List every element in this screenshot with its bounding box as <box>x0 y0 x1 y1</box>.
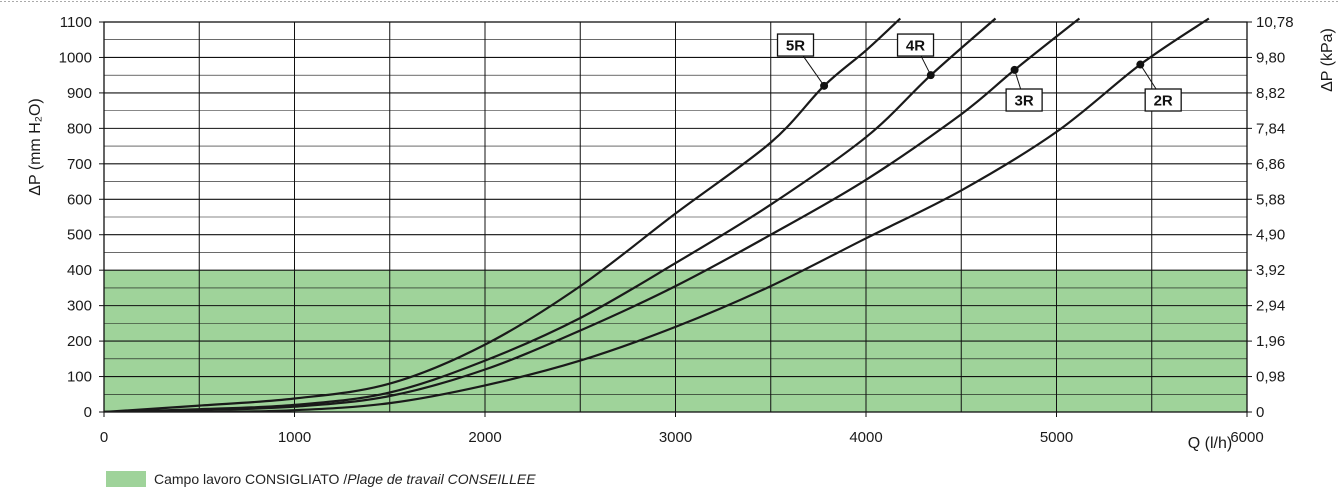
series-label-3R: 3R <box>1015 93 1034 110</box>
series-line-3R <box>103 17 1081 412</box>
grid <box>104 22 1247 412</box>
y2-tick-label: 2,94 <box>1256 298 1285 315</box>
y-tick-label: 900 <box>67 85 92 102</box>
y2-tick-label: 10,78 <box>1256 14 1294 31</box>
x-tick-label: 1000 <box>278 429 311 446</box>
y2-tick-label: 9,80 <box>1256 49 1285 66</box>
series-label-box-2R <box>1144 88 1182 112</box>
y-tick-label: 500 <box>67 227 92 244</box>
y-tick-label: 0 <box>84 404 92 421</box>
y2-tick-label: 1,96 <box>1256 333 1285 350</box>
series-marker-4R <box>926 71 935 80</box>
y2-axis-ticks: 0 0,98 1,96 2,94 3,92 4,90 5,88 6,86 7,84 8,82 9,8… <box>1247 14 1294 421</box>
x-tick-label: 0 <box>100 429 108 446</box>
x-tick-label: 2000 <box>468 429 501 446</box>
legend-swatch <box>106 471 146 487</box>
series-label-box-5R <box>776 33 815 57</box>
series-label-5R: 5R <box>786 38 805 55</box>
series-marker-5R <box>820 81 829 90</box>
y2-tick-label: 0,98 <box>1256 369 1285 386</box>
y-axis-ticks: 0 100 200 300 400 500 600 700 800 900 1000 1100 <box>59 14 104 421</box>
y-axis-title: ΔP (mm H₂O) <box>27 98 44 195</box>
y2-tick-label: 3,92 <box>1256 262 1285 279</box>
y-tick-label: 600 <box>67 191 92 208</box>
series-label-2R: 2R <box>1154 93 1173 110</box>
y2-tick-label: 4,90 <box>1256 227 1285 244</box>
series-marker-2R <box>1136 60 1145 69</box>
x-tick-label: 4000 <box>849 429 882 446</box>
y-tick-label: 100 <box>67 369 92 386</box>
x-axis-title: Q (l/h) <box>1188 435 1232 452</box>
legend-text-italic: Plage de travail CONSEILLEE <box>347 471 536 487</box>
y2-axis-title: ΔP (kPa) <box>1319 28 1336 92</box>
y2-tick-label: 7,84 <box>1256 120 1285 137</box>
series-label-box-4R <box>896 33 935 57</box>
y-tick-label: 1000 <box>59 49 92 66</box>
y-tick-label: 400 <box>67 262 92 279</box>
y-tick-label: 300 <box>67 298 92 315</box>
y2-tick-label: 0 <box>1256 404 1264 421</box>
legend: Campo lavoro CONSIGLIATO / Plage de trav… <box>106 471 536 487</box>
series-marker-3R <box>1010 65 1019 74</box>
y2-tick-label: 6,86 <box>1256 156 1285 173</box>
y2-tick-label: 8,82 <box>1256 85 1285 102</box>
y-tick-label: 1100 <box>60 14 92 31</box>
x-tick-label: 6000 <box>1230 429 1263 446</box>
y-tick-label: 800 <box>67 120 92 137</box>
y-tick-label: 700 <box>67 156 92 173</box>
series-label-box-3R <box>1005 88 1043 112</box>
series-line-2R <box>104 17 1210 412</box>
series-label-4R: 4R <box>906 38 925 55</box>
series-line-4R <box>103 17 997 412</box>
y-tick-label: 200 <box>67 333 92 350</box>
y2-tick-label: 5,88 <box>1256 191 1285 208</box>
x-tick-label: 5000 <box>1040 429 1073 446</box>
legend-text-regular: Campo lavoro CONSIGLIATO / <box>154 471 348 487</box>
x-axis-ticks: 0 1000 2000 3000 4000 5000 6000 <box>100 412 1264 446</box>
x-tick-label: 3000 <box>659 429 692 446</box>
series-labels: 5R 4R 3R 2R <box>776 33 1182 112</box>
